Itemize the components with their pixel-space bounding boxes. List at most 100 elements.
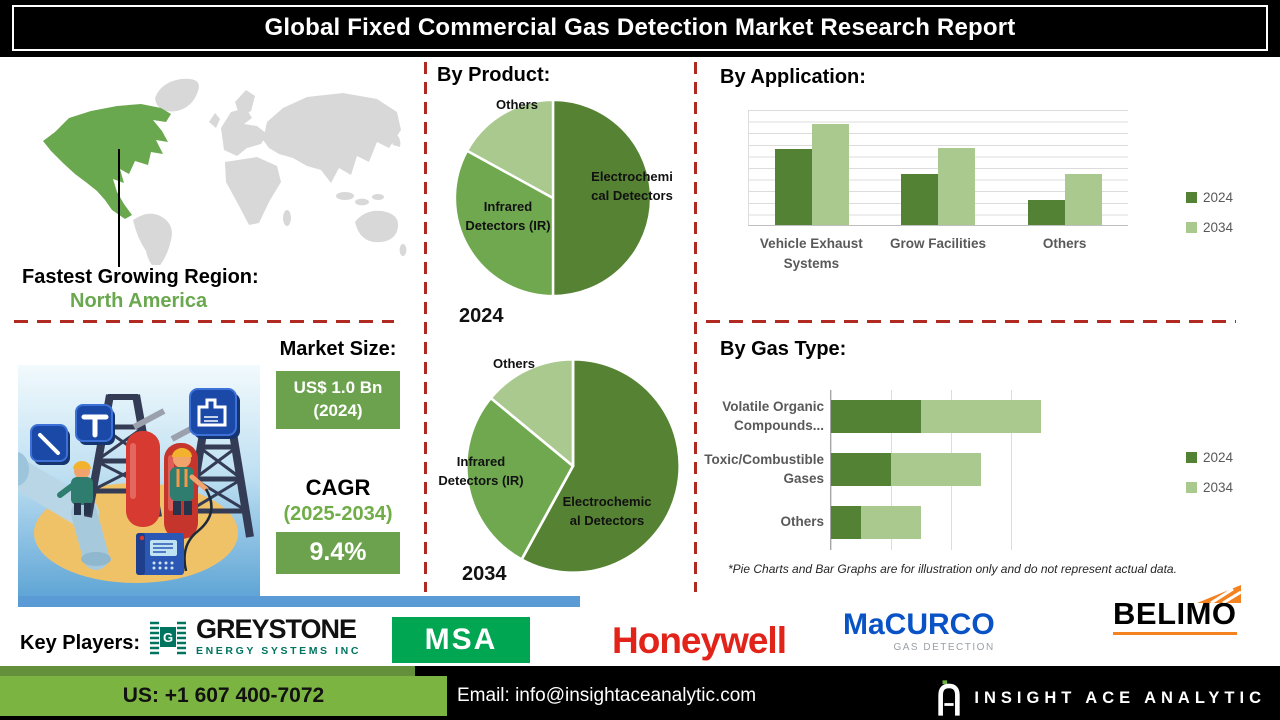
belimo-underline: [1113, 632, 1237, 635]
bar-segment-2034: [921, 400, 1041, 433]
greystone-icon: G: [150, 621, 186, 654]
footer-bar: US: +1 607 400-7072 Email: info@insighta…: [0, 676, 1280, 720]
dashed-divider-left: [14, 320, 394, 323]
dashed-divider-vertical-left: [424, 62, 427, 592]
bar-segment-2024: [831, 400, 921, 433]
by-gas-legend: 2024 2034: [1186, 450, 1233, 510]
market-size-block: Market Size: US$ 1.0 Bn (2024) CAGR (202…: [262, 338, 414, 574]
by-application-heading: By Application:: [720, 66, 866, 88]
map-pointer-line: [118, 149, 120, 267]
stacked-bar-row: [831, 496, 1071, 549]
fastest-region-label: Fastest Growing Region:: [22, 266, 259, 288]
legend-item: 2024: [1186, 450, 1233, 465]
disclaimer-footnote: *Pie Charts and Bar Graphs are for illus…: [728, 562, 1177, 576]
by-application-plot: [748, 110, 1128, 226]
dashed-divider-vertical-right: [694, 62, 697, 592]
bar-group: [901, 110, 976, 225]
asia-shape: [263, 93, 401, 183]
market-size-value: US$ 1.0 Bn: [293, 378, 383, 397]
island-shape: [336, 192, 354, 200]
pie-slice-label: Others: [493, 356, 535, 371]
legend-label: 2024: [1203, 190, 1234, 205]
pie-slice-label: Infrared Detectors (IR): [438, 454, 524, 488]
market-size-heading: Market Size:: [279, 338, 397, 360]
gas-detection-illustration: [18, 365, 260, 607]
logo-macurco: MaCURCO GAS DETECTION: [843, 608, 995, 654]
bar-segment-2024: [831, 453, 891, 486]
greenland-shape: [155, 78, 199, 112]
pie-slice: [465, 98, 555, 200]
macurco-name: MaCURCO: [843, 608, 995, 641]
insight-ace-icon: [938, 680, 961, 716]
blue-divider: [18, 596, 580, 607]
by-application-legend: 2024 2034: [1186, 190, 1233, 250]
cagr-value: 9.4%: [309, 537, 367, 566]
market-size-year: (2024): [313, 400, 363, 420]
phone-box: US: +1 607 400-7072: [0, 676, 447, 716]
north-america-shape: [43, 104, 171, 219]
pipe: [18, 452, 111, 570]
pipe-fitting-icon: [75, 404, 115, 445]
madagascar-shape: [283, 210, 291, 226]
email-address: Email: info@insightaceanalytic.com: [457, 685, 757, 706]
bar-segment-2034: [861, 506, 921, 539]
dashed-divider-right: [706, 320, 1236, 323]
bar-2024: [901, 174, 939, 225]
europe-shape: [221, 108, 267, 156]
cagr-label: CAGR: [305, 474, 371, 500]
by-product-heading: By Product:: [437, 64, 551, 86]
category-label: Grow Facilities: [889, 236, 987, 251]
pie-slice: [551, 98, 653, 298]
greystone-name: GREYSTONE: [196, 614, 357, 644]
logo-msa: MSA: [392, 617, 530, 663]
bar-segment-2024: [831, 506, 861, 539]
legend-item: 2034: [1186, 480, 1233, 495]
key-players-label: Key Players:: [20, 632, 141, 654]
category-label: Vehicle Exhaust Systems: [759, 236, 863, 272]
fastest-region-value: North America: [70, 290, 208, 312]
bar-2034: [938, 147, 976, 225]
brand-name: INSIGHT ACE ANALYTIC: [974, 688, 1266, 707]
island-shape: [355, 198, 369, 206]
bar-2034: [1064, 174, 1102, 225]
island-shape: [372, 194, 384, 200]
logo-honeywell: Honeywell: [612, 620, 787, 661]
by-gas-categories: Volatile Organic Compounds... Toxic/Combu…: [688, 390, 824, 549]
category-label: Others: [780, 514, 824, 530]
pie-year-2024: 2024: [459, 305, 504, 327]
page-title: Global Fixed Commercial Gas Detection Ma…: [264, 14, 1016, 41]
msa-name: MSA: [424, 623, 498, 656]
legend-label: 2034: [1203, 220, 1234, 235]
pie-chart-2024: Electrochemical Detectors Infrared Detec…: [451, 96, 673, 300]
stacked-bar-row: [831, 443, 1071, 496]
logo-greystone: G GREYSTONE ENERGY SYSTEMS INC: [148, 616, 361, 657]
worker-left: [57, 461, 93, 515]
cagr-value-box: 9.4%: [276, 531, 400, 574]
legend-label: 2024: [1203, 450, 1234, 465]
belimo-name: BELIMO: [1113, 596, 1237, 631]
pie-slice: [489, 357, 575, 468]
legend-label: 2034: [1203, 480, 1234, 495]
by-gas-plot: [830, 390, 1071, 550]
australia-shape: [355, 210, 399, 243]
bar-2034: [812, 123, 850, 225]
title-bar: Global Fixed Commercial Gas Detection Ma…: [0, 0, 1280, 57]
svg-text:G: G: [163, 630, 173, 645]
pie-chart-2034: Electrochemical Detectors Infrared Detec…: [438, 355, 684, 577]
new-zealand-shape: [399, 244, 407, 256]
brand-logo: INSIGHT ACE ANALYTIC: [936, 680, 1266, 716]
control-box: [136, 488, 213, 575]
pie-slice-label: Electrochemical Detectors: [562, 494, 652, 528]
pie-year-2034: 2034: [462, 563, 507, 585]
by-gas-type-heading: By Gas Type:: [720, 338, 847, 360]
market-size-value-box: US$ 1.0 Bn (2024): [276, 371, 400, 429]
phone-number: US: +1 607 400-7072: [122, 684, 325, 707]
scandinavia-shape: [235, 90, 255, 117]
bar-2024: [1027, 199, 1065, 225]
africa-shape: [225, 157, 281, 225]
pie-slice: [453, 149, 555, 298]
south-america-shape: [133, 213, 172, 265]
japan-shape: [391, 132, 401, 147]
torch-icon: [30, 424, 70, 465]
